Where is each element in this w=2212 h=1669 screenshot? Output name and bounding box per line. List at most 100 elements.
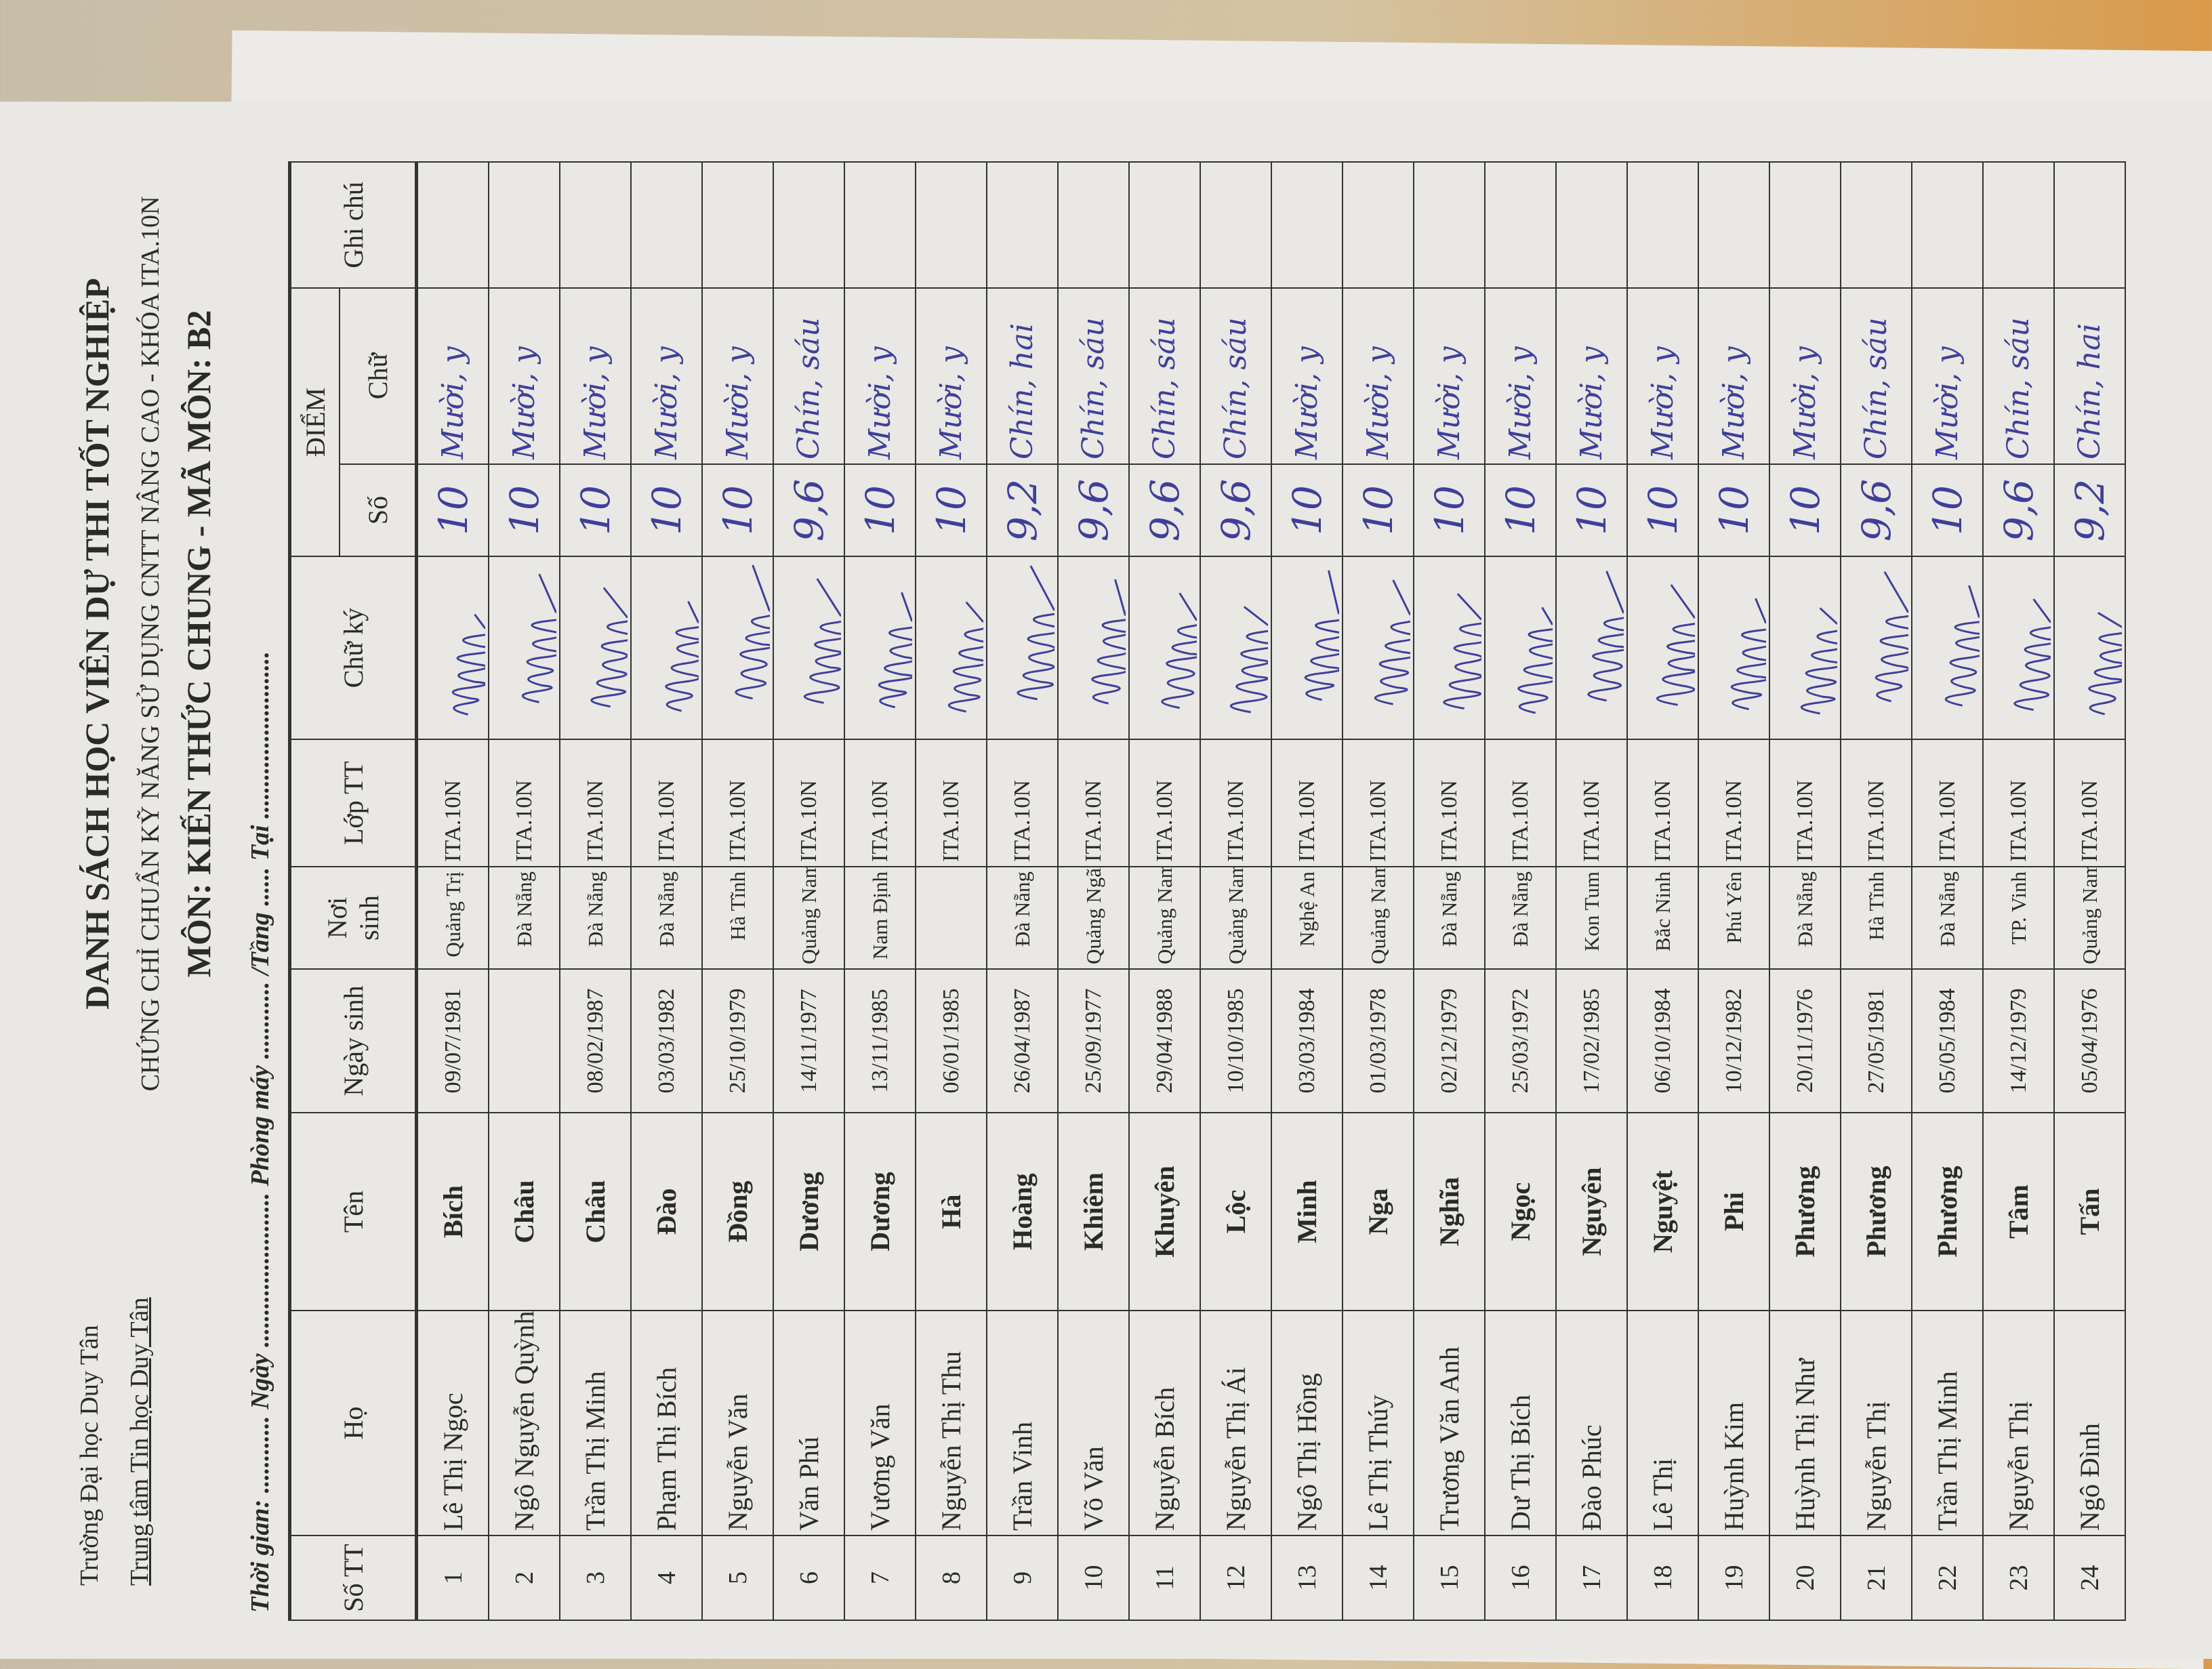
score-number-cell: 9,2	[987, 464, 1058, 556]
score-number-cell: 10	[1556, 464, 1627, 556]
handwritten-signature	[1229, 606, 1268, 714]
handwritten-signature	[1656, 584, 1695, 706]
surname-cell: Huỳnh Thị Như	[1769, 1311, 1841, 1536]
given-name-cell: Phương	[1912, 1113, 1983, 1311]
birth-place-cell: Đà Nẵng	[631, 867, 702, 969]
handwritten-signature	[1161, 592, 1197, 709]
birth-place-cell: Quảng Nam	[2054, 867, 2125, 969]
handwritten-signature	[1091, 579, 1126, 705]
surname-cell: Trương Văn Anh	[1414, 1311, 1485, 1536]
score-words-cell: Mười, y	[416, 288, 489, 464]
score-words-cell: Mười, y	[844, 288, 916, 464]
given-name-cell: Tấn	[2054, 1113, 2125, 1311]
birth-date-cell: 17/02/1985	[1556, 969, 1627, 1113]
signature-cell	[1271, 556, 1343, 739]
handwritten-signature	[590, 587, 628, 708]
handwritten-signature	[1443, 593, 1481, 710]
class-cell: ITA.10N	[2054, 739, 2125, 867]
handwritten-signature	[947, 601, 983, 713]
signature-cell	[1627, 556, 1698, 739]
birth-place-cell: Quảng Trị	[416, 867, 489, 969]
signature-stroke	[2013, 598, 2051, 712]
school-name: Trường Đại học Duy Tân	[75, 1325, 104, 1586]
surname-cell: Nguyễn Thị Ái	[1200, 1311, 1271, 1536]
class-cell: ITA.10N	[1912, 739, 1983, 867]
score-words-cell: Mười, y	[560, 288, 631, 464]
document-subtitle: CHỨNG CHỈ CHUẨN KỸ NĂNG SỬ DỤNG CNTT NÂN…	[136, 196, 165, 1092]
signature-cell	[489, 556, 560, 739]
score-words-cell: Chín, sáu	[1200, 288, 1271, 464]
signature-stroke	[590, 587, 628, 708]
row-number: 10	[1058, 1536, 1129, 1620]
surname-cell: Trần Thị Minh	[1912, 1311, 1983, 1536]
table-row: 2 Ngô Nguyễn Quỳnh Châu Đà Nẵng ITA.10N 10 Mườ…	[489, 162, 560, 1620]
signature-cell	[844, 556, 916, 739]
score-number-cell: 10	[1698, 464, 1769, 556]
col-header-ho: Họ	[289, 1311, 417, 1536]
birth-place-cell: Nam Định	[844, 867, 916, 969]
col-header-diem-chu: Chữ	[340, 288, 417, 464]
table-row: 12 Nguyễn Thị Ái Lộc 10/10/1985 Quảng Nam ITA…	[1200, 162, 1271, 1620]
row-number: 18	[1627, 1536, 1698, 1620]
given-name-cell: Phi	[1698, 1113, 1769, 1311]
given-name-cell: Lộc	[1200, 1113, 1271, 1311]
birth-place-cell: Quảng Ngãi	[1058, 867, 1129, 969]
handwritten-signature	[735, 564, 770, 700]
surname-cell: Nguyễn Thị	[1841, 1311, 1912, 1536]
student-table: Số TT Họ Tên Ngày sinh Nơi sinh Lớp TT C…	[288, 161, 2126, 1621]
signature-cell	[1912, 556, 1983, 739]
signature-cell	[1485, 556, 1556, 739]
score-number-cell: 10	[1627, 464, 1698, 556]
note-cell	[1343, 162, 1414, 288]
note-cell	[560, 162, 631, 288]
col-header-chu-ky: Chữ ký	[289, 556, 417, 739]
note-cell	[631, 162, 702, 288]
given-name-cell: Hoàng	[987, 1113, 1058, 1311]
signature-stroke	[1161, 592, 1197, 709]
birth-date-cell: 08/02/1987	[560, 969, 631, 1113]
note-cell	[916, 162, 987, 288]
score-number-cell: 10	[1414, 464, 1485, 556]
surname-cell: Nguyễn Thị	[1983, 1311, 2054, 1536]
class-cell: ITA.10N	[1271, 739, 1343, 867]
given-name-cell: Phương	[1841, 1113, 1912, 1311]
row-number: 24	[2054, 1536, 2125, 1620]
birth-place-cell: Đà Nẵng	[1414, 867, 1485, 969]
handwritten-signature	[1517, 606, 1553, 714]
signature-stroke	[878, 592, 912, 709]
signature-stroke	[1017, 565, 1054, 701]
given-name-cell: Khiêm	[1058, 1113, 1129, 1311]
birth-date-cell: 03/03/1984	[1271, 969, 1343, 1113]
class-cell: ITA.10N	[773, 739, 844, 867]
signature-cell	[916, 556, 987, 739]
note-cell	[1414, 162, 1485, 288]
note-cell	[416, 162, 489, 288]
handwritten-signature	[2013, 598, 2051, 712]
score-number-cell: 9,6	[1129, 464, 1200, 556]
birth-date-cell: 27/05/1981	[1841, 969, 1912, 1113]
class-cell: ITA.10N	[1485, 739, 1556, 867]
signature-stroke	[1656, 584, 1695, 706]
birth-place-cell: Bắc Ninh	[1627, 867, 1698, 969]
signature-cell	[702, 556, 773, 739]
score-number-cell: 10	[702, 464, 773, 556]
signature-cell	[1200, 556, 1271, 739]
col-header-stt: Số TT	[289, 1536, 417, 1620]
table-row: 6 Văn Phú Dương 14/11/1977 Quảng Nam ITA.10N 9…	[773, 162, 844, 1620]
class-cell: ITA.10N	[416, 739, 489, 867]
handwritten-signature	[1800, 607, 1837, 715]
score-words-cell: Mười, y	[489, 288, 560, 464]
row-number: 14	[1343, 1536, 1414, 1620]
given-name-cell: Bích	[416, 1113, 489, 1311]
birth-place-cell: Đà Nẵng	[560, 867, 631, 969]
class-cell: ITA.10N	[916, 739, 987, 867]
row-number: 15	[1414, 1536, 1485, 1620]
birth-place-cell: Hà Tĩnh	[702, 867, 773, 969]
score-number-cell: 10	[1343, 464, 1414, 556]
note-cell	[702, 162, 773, 288]
given-name-cell: Nguyệt	[1627, 1113, 1698, 1311]
class-cell: ITA.10N	[1414, 739, 1485, 867]
table-row: 18 Lê Thị Nguyệt 06/10/1984 Bắc Ninh ITA.10N 1…	[1627, 162, 1698, 1620]
birth-place-cell: Quảng Nam	[1343, 867, 1414, 969]
table-row: 8 Nguyễn Thị Thu Hà 06/01/1985 ITA.10N 10 Mười…	[916, 162, 987, 1620]
